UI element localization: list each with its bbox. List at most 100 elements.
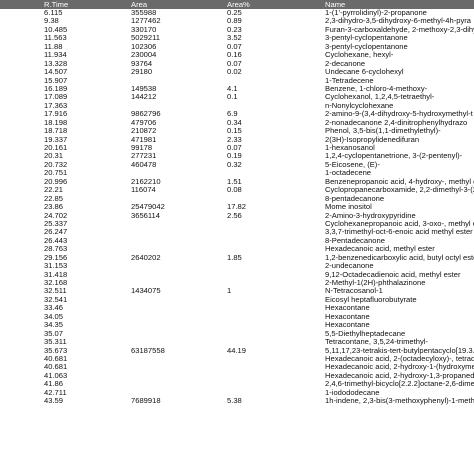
cell-rtime: 41.063: [44, 371, 68, 380]
cell-name: 3-pentyl-cyclopentanone: [325, 34, 408, 43]
cell-rtime: 19.337: [44, 135, 68, 144]
cell-area-percent: [227, 380, 325, 388]
cell-name: 2-decanone: [325, 59, 366, 68]
cell-area-percent: [227, 389, 325, 397]
cell-rtime: 15.907: [44, 76, 68, 85]
table-row: 20.996 2162210 1.51 Benzenepropanoic acid, …: [0, 178, 474, 186]
cell-rtime: 24.702: [44, 211, 68, 220]
cell-area: [131, 355, 227, 363]
header-area: Area: [131, 0, 148, 9]
table-row: 28.763 Hexadecanoic acid, methyl ester: [0, 245, 474, 253]
cell-area-percent: 2.56: [227, 211, 242, 220]
table-row: 35.311 Tetracontane, 3,5,24-trimethyl-: [0, 338, 474, 346]
cell-rtime: 28.763: [44, 245, 68, 254]
cell-area-percent: [227, 220, 325, 228]
cell-rtime: 20.161: [44, 144, 68, 152]
cell-name: 2-nonadecanone 2,4-dinitrophenylhydrazo: [325, 118, 468, 127]
cell-rtime: 20.732: [44, 160, 68, 169]
cell-area-percent: [227, 338, 325, 346]
cell-rtime: 32.168: [44, 279, 68, 287]
table-row: 11.88 102306 0.07 3-pentyl-cyclopentanone: [0, 43, 474, 51]
table-row: 20.732 460478 0.32 5-Eicosene, (E)-: [0, 161, 474, 169]
cell-area: [131, 102, 227, 110]
cell-rtime: 40.681: [44, 363, 68, 372]
cell-name: Hexacontane: [325, 304, 370, 313]
cell-rtime: 32.511: [44, 287, 67, 296]
cell-area-percent: [227, 245, 325, 253]
cell-area: [131, 330, 227, 338]
cell-area-percent: [227, 262, 325, 270]
cell-name: 1-hexanosanol: [325, 144, 375, 152]
table-row: 31.418 9,12-Octadecadienoic acid, methyl …: [0, 271, 474, 279]
cell-area-percent: [227, 195, 325, 203]
cell-name: 5-Eicosene, (E)-: [325, 160, 380, 169]
cell-rtime: 16.189: [44, 84, 68, 93]
table-row: 35.07 5,5-Diethylheptadecane: [0, 330, 474, 338]
cell-area: 93764: [131, 59, 153, 68]
table-row: 15.907 1-Tetradecene: [0, 77, 474, 85]
cell-area: 25479042: [131, 203, 165, 212]
cell-area: [131, 195, 227, 203]
cell-area: 9862796: [131, 110, 161, 119]
cell-name: Hexadecanoic acid, methyl ester: [325, 245, 435, 254]
cell-name: Mome inositol: [325, 203, 372, 212]
table-header-row: R.Time Area Area% Name: [0, 0, 474, 9]
cell-rtime: 10.485: [44, 25, 68, 34]
cell-area: 144212: [131, 93, 157, 102]
table-row: 19.337 471981 2.33 2(3H)-Isopropylidenedifu…: [0, 136, 474, 144]
cell-area: [131, 279, 227, 287]
cell-rtime: 26.247: [44, 228, 68, 237]
cell-rtime: 11.934: [44, 51, 67, 60]
cell-rtime: 40.681: [44, 354, 68, 363]
cell-name: 1,2-benzenedicarboxylic acid, butyl octy…: [325, 253, 474, 262]
table-row: 40.681 Hexadecanoic acid, 2-(octadecyloxy…: [0, 355, 474, 363]
cell-name: Cyclohexane, hexyl-: [325, 51, 394, 60]
header-rtime: R.Time: [44, 0, 69, 9]
cell-area: [131, 296, 227, 304]
cell-name: Undecane 6-cyclohexyl: [325, 68, 404, 77]
cell-area-percent: 0.15: [227, 127, 242, 136]
table-row: 43.59 7689918 5.38 1h-indene, 2,3-bis(3-met…: [0, 397, 474, 405]
cell-area-percent: [227, 228, 325, 236]
cell-area: 29180: [131, 68, 153, 77]
cell-name: 1-(1'-pyrrolidinyl)-2-propanone: [325, 9, 427, 17]
cell-rtime: 14.507: [44, 68, 68, 77]
cell-area-percent: 0.32: [227, 160, 242, 169]
cell-area: [131, 363, 227, 371]
cell-rtime: 32.541: [44, 295, 68, 304]
cell-name: 1h-indene, 2,3-bis(3-methoxyphenyl)-1-me…: [325, 397, 474, 406]
cell-area: 2162210: [131, 177, 161, 186]
cell-name: N-Tetracosanol-1: [325, 287, 383, 296]
cell-name: Hexadecanoic acid, 2-hydroxy-1-(hydroxym…: [325, 363, 474, 372]
cell-name: 1-iodododecane: [325, 388, 380, 397]
cell-area: 355988: [131, 9, 157, 17]
table-row: 42.711 1-iodododecane: [0, 389, 474, 397]
cell-area: 102306: [131, 42, 157, 51]
cell-rtime: 41.86: [44, 380, 64, 389]
cell-area: [131, 77, 227, 85]
cell-area-percent: [227, 304, 325, 312]
cell-area-percent: 0.07: [227, 59, 242, 68]
cell-rtime: 25.337: [44, 219, 68, 228]
cell-area-percent: 0.07: [227, 42, 242, 51]
cell-area: 471981: [131, 135, 157, 144]
cell-rtime: 33.46: [44, 304, 64, 313]
cell-rtime: 29.156: [44, 253, 68, 262]
cell-area: [131, 304, 227, 312]
cell-area-percent: 44.19: [227, 346, 247, 355]
cell-rtime: 20.31: [44, 152, 64, 161]
cell-area: 460478: [131, 160, 157, 169]
cell-area-percent: [227, 296, 325, 304]
cell-area-percent: [227, 169, 325, 177]
table-row: 31.153 2-undecanone: [0, 262, 474, 270]
cell-area-percent: 0.34: [227, 118, 242, 127]
cell-name: 9,12-Octadecadienoic acid, methyl ester: [325, 270, 461, 279]
cell-rtime: 20.751: [44, 169, 68, 178]
table-row: 25.337 Cyclohexanepropanoic acid, 3-oxo-,…: [0, 220, 474, 228]
table-row: 14.507 29180 0.02 Undecane 6-cyclohexyl: [0, 68, 474, 76]
table-row: 26.443 8-Pentadecanone: [0, 237, 474, 245]
cell-rtime: 34.35: [44, 321, 64, 330]
table-body: 6.115 355988 0.25 1-(1'-pyrrolidinyl)-2-pro…: [0, 9, 474, 406]
table-row: 18.718 210872 0.15 Phenol, 3,5-bis(1,1-dime…: [0, 127, 474, 135]
cell-area-percent: 1.85: [227, 253, 242, 262]
